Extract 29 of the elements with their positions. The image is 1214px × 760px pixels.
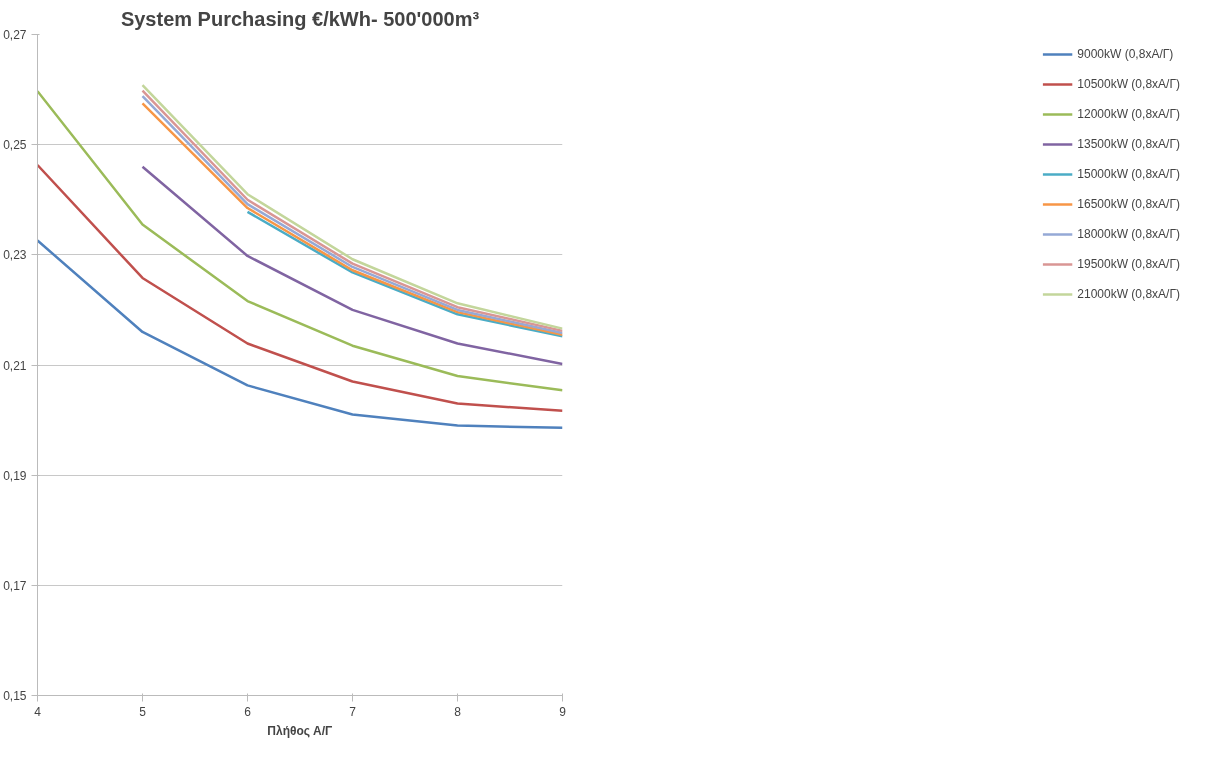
legend-label: 15000kW (0,8xA/Γ)	[1077, 167, 1180, 181]
y-tick-label: 0,21	[3, 358, 27, 373]
x-tick-label: 5	[139, 704, 147, 719]
line-series	[37, 89, 563, 392]
y-tick-label: 0,15	[3, 689, 27, 703]
legend-label: 10500kW (0,8xA/Γ)	[1077, 77, 1180, 91]
line-series	[246, 210, 563, 338]
legend-label: 9000kW (0,8xA/Γ)	[1077, 47, 1174, 61]
chart-title: System Purchasing €/kWh- 500'000m³	[120, 7, 480, 30]
line-series	[37, 163, 563, 412]
x-tick-label: 4	[34, 704, 42, 719]
x-tick-label: 9	[559, 704, 567, 719]
legend-label: 21000kW (0,8xA/Γ)	[1077, 287, 1180, 301]
line-series	[141, 165, 563, 366]
x-tick-label: 8	[454, 704, 462, 719]
y-tick-label: 0,17	[3, 578, 27, 593]
x-axis-title: Πλήθος Α/Γ	[267, 723, 333, 738]
legend-label: 16500kW (0,8xA/Γ)	[1077, 197, 1180, 211]
legend-label: 19500kW (0,8xA/Γ)	[1077, 257, 1180, 271]
legend-label: 13500kW (0,8xA/Γ)	[1077, 137, 1180, 151]
y-tick-label: 0,25	[3, 138, 27, 153]
y-tick-label: 0,27	[3, 28, 27, 42]
line-series	[37, 239, 563, 430]
legend-label: 12000kW (0,8xA/Γ)	[1077, 107, 1180, 121]
x-tick-label: 7	[349, 704, 357, 719]
legend-label: 18000kW (0,8xA/Γ)	[1077, 227, 1180, 241]
y-tick-label: 0,19	[3, 468, 27, 483]
y-tick-label: 0,23	[3, 248, 27, 263]
x-tick-label: 6	[244, 704, 252, 719]
